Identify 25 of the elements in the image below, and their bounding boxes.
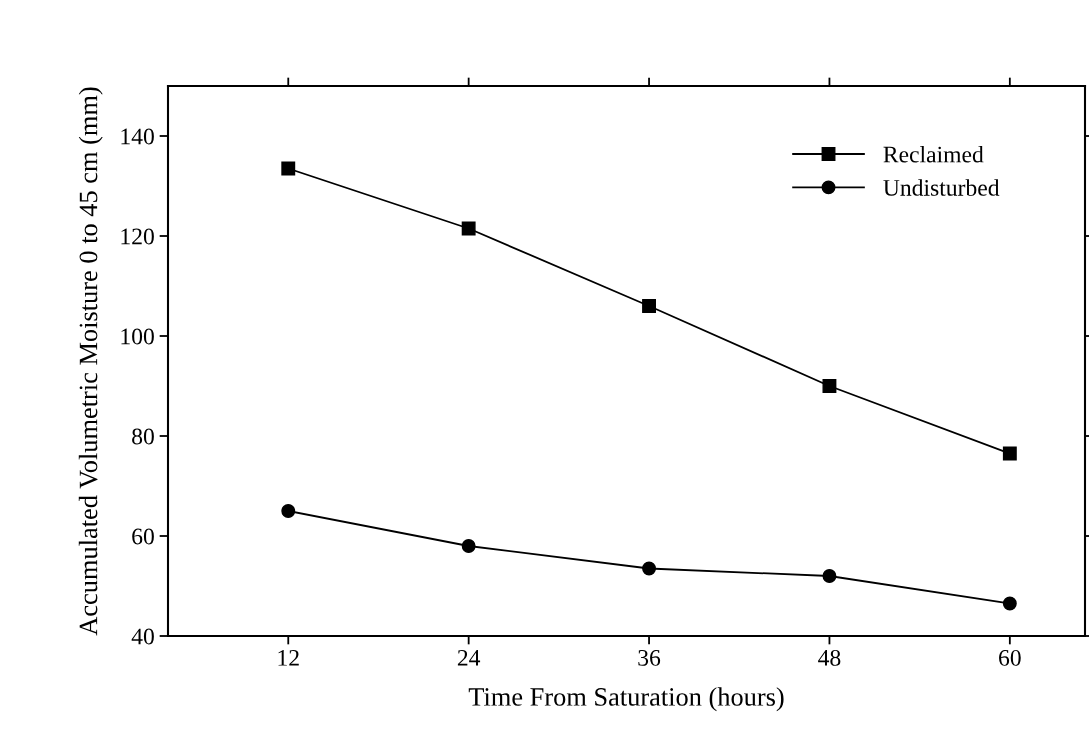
point (1002, 446, 1017, 461)
y-tick-label: 140 (121, 128, 154, 145)
point (822, 569, 837, 583)
y-tick-label: 100 (121, 328, 154, 345)
y-tick-label: 120 (121, 228, 154, 245)
x-tick-label: 48 (818, 649, 841, 666)
legend-label: Undisturbed (883, 179, 1000, 196)
x-tick-label: 24 (457, 649, 481, 666)
y-axis-title: Accumulated Volumetric Moisture 0 to 45 cm (mm) (78, 87, 103, 636)
point (461, 221, 476, 236)
x-axis-title: Time From Saturation (hours) (468, 687, 784, 712)
y-tick-label: 60 (132, 528, 154, 545)
point (642, 299, 656, 313)
point (281, 161, 296, 176)
x-tick-label: 12 (278, 649, 299, 666)
point (822, 379, 837, 393)
x-tick-label: 60 (999, 649, 1021, 666)
y-tick-label: 80 (132, 428, 154, 445)
point (1002, 596, 1017, 611)
point (642, 561, 656, 576)
y-tick-label: 40 (131, 628, 154, 645)
x-tick-label: 36 (638, 649, 661, 666)
legend-label: Reclaimed (883, 145, 984, 163)
point (461, 539, 476, 553)
point (281, 504, 296, 518)
